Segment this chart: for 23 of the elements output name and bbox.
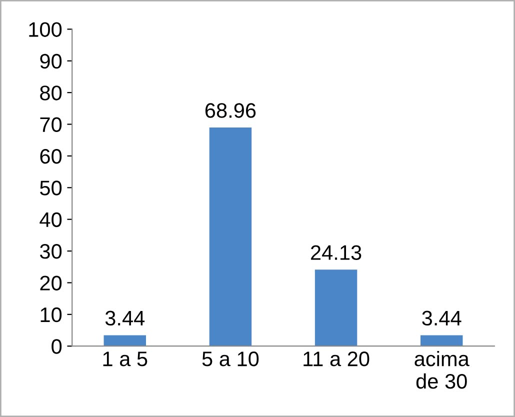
bar (104, 335, 146, 346)
x-tick-label: 11 a 20 (304, 352, 370, 366)
y-tick-label: 70 (40, 117, 62, 132)
data-label: 3.44 (105, 310, 145, 326)
bar (314, 270, 358, 346)
x-tick-label: 1 a 5 (103, 352, 148, 366)
y-tick-label: 50 (40, 180, 62, 196)
bar (209, 128, 252, 346)
y-tick-label: 30 (40, 244, 62, 259)
x-tick-label: acima de 30 (414, 350, 470, 389)
y-tick-label: 60 (40, 148, 62, 164)
y-tick-label: 40 (40, 212, 62, 228)
x-tick-label: 5 a 10 (202, 352, 259, 366)
y-tick-label: 10 (40, 307, 62, 322)
data-label: 68.96 (205, 103, 256, 118)
y-tick-label: 20 (40, 276, 62, 290)
y-tick-label: 0 (52, 339, 62, 354)
bar (420, 335, 463, 346)
data-label: 24.13 (311, 245, 362, 260)
data-label: 3.44 (422, 310, 462, 326)
y-tick-label: 100 (29, 22, 62, 37)
y-tick-label: 80 (40, 86, 62, 100)
y-tick-label: 90 (40, 54, 62, 69)
